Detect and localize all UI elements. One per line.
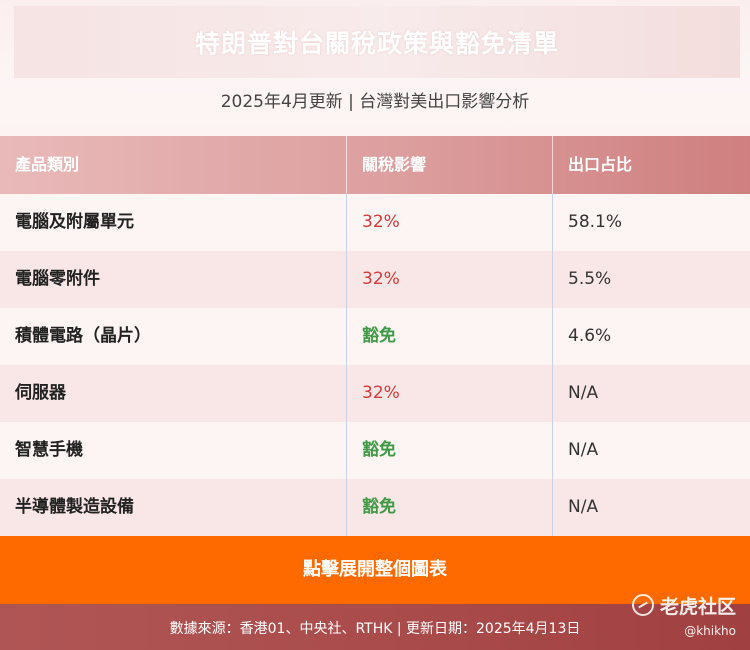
column-header-category: 產品類別 [15, 155, 80, 174]
table-row: 積體電路（晶片） 豁免 4.6% [0, 308, 750, 365]
column-header-tariff: 關稅影響 [346, 136, 552, 194]
tariff-cell: 豁免 [346, 308, 552, 365]
title-banner: 特朗普對台關稅政策與豁免清單 [14, 6, 740, 78]
tiger-logo-icon [631, 594, 654, 616]
table-row: 電腦零附件 32% 5.5% [0, 251, 750, 308]
watermark-handle: @khikho [684, 624, 736, 638]
tariff-cell: 豁免 [346, 479, 552, 536]
watermark: 老虎社区 @khikho [606, 590, 736, 644]
category-cell: 智慧手機 [15, 440, 83, 460]
watermark-logo: 老虎社区 [606, 590, 736, 620]
table-body: 電腦及附屬單元 32% 58.1% 電腦零附件 32% 5.5% 積體電路（晶片… [0, 194, 750, 536]
category-cell: 半導體製造設備 [15, 497, 134, 517]
category-cell: 伺服器 [15, 383, 66, 403]
table-row: 伺服器 32% N/A [0, 365, 750, 422]
table-row: 智慧手機 豁免 N/A [0, 422, 750, 479]
category-cell: 電腦零附件 [15, 269, 100, 289]
header: 特朗普對台關稅政策與豁免清單 2025年4月更新 | 台灣對美出口影響分析 [0, 0, 750, 136]
share-cell: 4.6% [552, 308, 750, 365]
share-cell: 5.5% [552, 251, 750, 308]
share-cell: N/A [552, 365, 750, 422]
tariff-cell: 32% [346, 365, 552, 422]
column-header-share: 出口占比 [552, 136, 750, 194]
tariff-cell: 32% [346, 194, 552, 251]
page-subtitle: 2025年4月更新 | 台灣對美出口影響分析 [220, 92, 530, 112]
share-cell: N/A [552, 479, 750, 536]
footer: 數據來源：香港01、中央社、RTHK | 更新日期：2025年4月13日 [0, 604, 750, 650]
share-cell: N/A [552, 422, 750, 479]
table-row: 電腦及附屬單元 32% 58.1% [0, 194, 750, 251]
page-title: 特朗普對台關稅政策與豁免清單 [194, 29, 559, 58]
share-cell: 58.1% [552, 194, 750, 251]
expand-chart-button[interactable]: 點擊展開整個圖表 [0, 536, 750, 604]
category-cell: 電腦及附屬單元 [15, 212, 134, 232]
category-cell: 積體電路（晶片） [15, 326, 151, 346]
tariff-cell: 32% [346, 251, 552, 308]
tariff-cell: 豁免 [346, 422, 552, 479]
table-row: 半導體製造設備 豁免 N/A [0, 479, 750, 536]
watermark-name: 老虎社区 [659, 595, 736, 618]
data-source-note: 數據來源：香港01、中央社、RTHK | 更新日期：2025年4月13日 [169, 621, 581, 637]
table-header-row: 產品類別 關稅影響 出口占比 [0, 136, 750, 194]
